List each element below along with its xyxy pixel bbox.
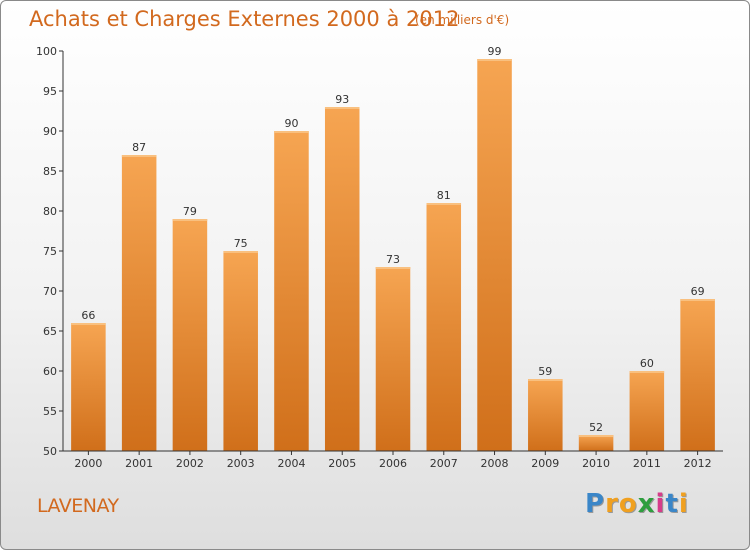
value-label-2000: 66: [81, 309, 95, 322]
logo-letter: P: [585, 489, 606, 519]
bar-top-highlight: [477, 59, 512, 61]
bar-top-highlight: [274, 131, 309, 133]
value-label-2003: 75: [234, 237, 248, 250]
x-tick-label-2007: 2007: [430, 457, 458, 470]
value-label-2009: 59: [538, 365, 552, 378]
bar-top-highlight: [680, 299, 715, 301]
y-tick-label: 100: [36, 45, 57, 58]
y-tick-label: 85: [43, 165, 57, 178]
bar-2003: [223, 251, 258, 451]
y-tick-label: 80: [43, 205, 57, 218]
bar-2004: [274, 131, 309, 451]
x-tick-label-2005: 2005: [328, 457, 356, 470]
y-tick-label: 55: [43, 405, 57, 418]
commune-name: LAVENAY: [37, 495, 119, 517]
bar-2005: [324, 107, 360, 451]
bar-2010: [578, 435, 614, 451]
x-tick-label-2008: 2008: [481, 457, 509, 470]
logo-letter: r: [605, 489, 619, 519]
bar-2008: [477, 59, 512, 451]
bar-2009: [528, 379, 563, 451]
bar-top-highlight: [375, 267, 411, 269]
bar-2012: [680, 299, 715, 451]
bar-2011: [629, 371, 665, 451]
bar-top-highlight: [223, 251, 258, 253]
bar-top-highlight: [528, 379, 563, 381]
y-tick-label: 70: [43, 285, 57, 298]
bar-2007: [426, 203, 462, 451]
value-label-2011: 60: [640, 357, 654, 370]
value-label-2007: 81: [437, 189, 451, 202]
x-tick-label-2011: 2011: [633, 457, 661, 470]
x-tick-label-2012: 2012: [684, 457, 712, 470]
x-tick-label-2002: 2002: [176, 457, 204, 470]
x-tick-label-2003: 2003: [227, 457, 255, 470]
value-label-2001: 87: [132, 141, 146, 154]
value-label-2004: 90: [284, 117, 298, 130]
x-tick-label-2009: 2009: [531, 457, 559, 470]
value-label-2012: 69: [691, 285, 705, 298]
chart-subtitle: (en milliers d'€): [415, 13, 510, 27]
logo-letter: o: [618, 489, 638, 519]
bar-top-highlight: [426, 203, 462, 205]
bar-top-highlight: [324, 107, 360, 109]
y-tick-label: 90: [43, 125, 57, 138]
bar-2006: [375, 267, 411, 451]
logo-letter: i: [678, 489, 689, 519]
value-label-2006: 73: [386, 253, 400, 266]
value-label-2005: 93: [335, 93, 349, 106]
logo-letter: x: [637, 489, 656, 519]
y-tick-label: 65: [43, 325, 57, 338]
x-tick-label-2010: 2010: [582, 457, 610, 470]
bar-top-highlight: [71, 323, 106, 325]
y-tick-label: 50: [43, 445, 57, 458]
y-tick-label: 60: [43, 365, 57, 378]
value-label-2008: 99: [488, 45, 502, 58]
bar-2000: [71, 323, 106, 451]
y-tick-label: 75: [43, 245, 57, 258]
bar-top-highlight: [172, 219, 208, 221]
x-tick-label-2004: 2004: [277, 457, 305, 470]
logo-letter: i: [655, 489, 666, 519]
x-tick-label-2001: 2001: [125, 457, 153, 470]
x-tick-label-2000: 2000: [74, 457, 102, 470]
bar-top-highlight: [629, 371, 665, 373]
bar-top-highlight: [121, 155, 157, 157]
logo-letter: t: [665, 489, 679, 519]
bar-top-highlight: [578, 435, 614, 437]
bar-2001: [121, 155, 157, 451]
proxiti-logo: Proxiti: [585, 489, 689, 519]
value-label-2010: 52: [589, 421, 603, 434]
y-tick-label: 95: [43, 85, 57, 98]
bar-2002: [172, 219, 208, 451]
x-tick-label-2006: 2006: [379, 457, 407, 470]
value-label-2002: 79: [183, 205, 197, 218]
chart-title: Achats et Charges Externes 2000 à 2012: [29, 7, 460, 31]
